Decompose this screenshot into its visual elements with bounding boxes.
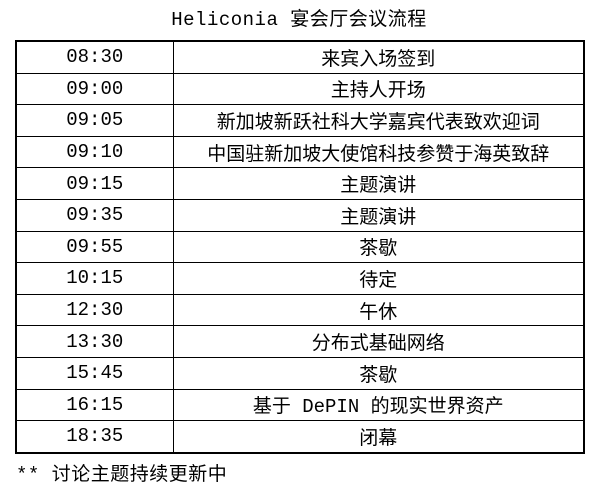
time-cell: 16:15 xyxy=(15,388,174,422)
event-cell: 待定 xyxy=(172,262,585,295)
event-cell: 主持人开场 xyxy=(172,72,585,106)
event-cell: 茶歇 xyxy=(172,356,585,390)
schedule-row: 09:05 新加坡新跃社科大学嘉宾代表致欢迎词 xyxy=(15,104,585,137)
schedule-row: 16:15 基于 DePIN 的现实世界资产 xyxy=(15,388,585,422)
schedule-row: 10:15 待定 xyxy=(15,262,585,295)
page-title: Heliconia 宴会厅会议流程 xyxy=(171,9,427,31)
time-cell: 09:10 xyxy=(15,135,174,169)
schedule-row: 13:30 分布式基础网络 xyxy=(15,325,585,358)
footnote: ** 讨论主题持续更新中 xyxy=(16,464,228,486)
event-cell: 闭幕 xyxy=(172,420,585,454)
schedule-row: 09:35 主题演讲 xyxy=(15,198,585,232)
schedule-row: 15:45 茶歇 xyxy=(15,356,585,390)
time-cell: 15:45 xyxy=(15,356,174,390)
schedule-row: 09:10 中国驻新加坡大使馆科技参赞于海英致辞 xyxy=(15,135,585,169)
schedule-row: 09:15 主题演讲 xyxy=(15,167,585,200)
event-cell: 分布式基础网络 xyxy=(172,325,585,358)
time-cell: 13:30 xyxy=(15,325,174,358)
event-cell: 来宾入场签到 xyxy=(172,40,585,74)
event-cell: 主题演讲 xyxy=(172,167,585,200)
schedule-row: 09:00 主持人开场 xyxy=(15,72,585,106)
time-cell: 08:30 xyxy=(15,40,174,74)
time-cell: 12:30 xyxy=(15,293,174,327)
event-cell: 茶歇 xyxy=(172,230,585,264)
event-cell: 午休 xyxy=(172,293,585,327)
time-cell: 10:15 xyxy=(15,262,174,295)
time-cell: 09:00 xyxy=(15,72,174,106)
event-cell: 基于 DePIN 的现实世界资产 xyxy=(172,388,585,422)
schedule-row: 09:55 茶歇 xyxy=(15,230,585,264)
schedule-row: 08:30 来宾入场签到 xyxy=(15,40,585,74)
schedule-table: 08:30 来宾入场签到 09:00 主持人开场 09:05 新加坡新跃社科大学… xyxy=(15,40,585,454)
time-cell: 09:05 xyxy=(15,104,174,137)
event-cell: 中国驻新加坡大使馆科技参赞于海英致辞 xyxy=(172,135,585,169)
time-cell: 09:55 xyxy=(15,230,174,264)
event-cell: 新加坡新跃社科大学嘉宾代表致欢迎词 xyxy=(172,104,585,137)
schedule-row: 12:30 午休 xyxy=(15,293,585,327)
schedule-row: 18:35 闭幕 xyxy=(15,420,585,454)
time-cell: 18:35 xyxy=(15,420,174,454)
schedule-body: 08:30 来宾入场签到 09:00 主持人开场 09:05 新加坡新跃社科大学… xyxy=(15,40,585,454)
event-cell: 主题演讲 xyxy=(172,198,585,232)
time-cell: 09:15 xyxy=(15,167,174,200)
time-cell: 09:35 xyxy=(15,198,174,232)
